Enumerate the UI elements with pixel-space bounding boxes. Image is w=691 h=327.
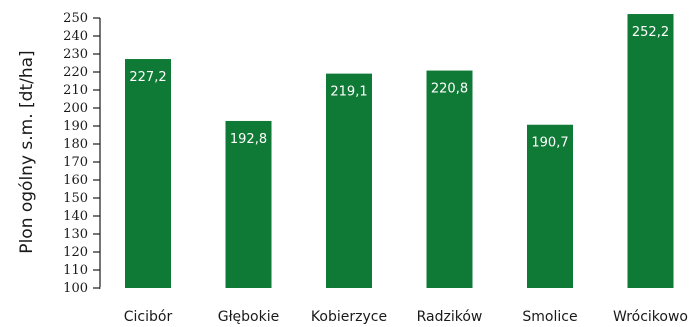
bars: 227,2 192,8 219,1 220,8 190,7 252,2 (125, 14, 674, 289)
y-tick-label: 130 (63, 227, 88, 242)
bar-value-label: 220,8 (431, 82, 468, 97)
y-tick-label: 240 (63, 29, 88, 44)
y-tick-label: 210 (63, 83, 88, 98)
bar (225, 120, 272, 289)
y-tick-label: 100 (63, 281, 88, 296)
y-tick-label: 110 (63, 263, 88, 278)
y-tick-label: 230 (63, 47, 88, 62)
y-axis-title: Plon ogólny s.m. [dt/ha] (17, 50, 37, 253)
x-axis-labels: Cicibór Głębokie Kobierzyce Radzików Smolice… (124, 309, 688, 325)
y-tick-label: 220 (63, 65, 88, 80)
y-tick-label: 140 (63, 209, 88, 224)
y-tick-label: 180 (63, 137, 88, 152)
y-tick-label: 190 (63, 119, 88, 134)
bar (527, 124, 573, 289)
bar-value-label: 227,2 (129, 70, 166, 85)
y-tick-label: 160 (63, 173, 88, 188)
x-category-label: Smolice (522, 309, 577, 325)
bar-value-label: 190,7 (531, 136, 568, 151)
y-tick-label: 120 (63, 245, 88, 260)
bar-value-label: 219,1 (330, 85, 367, 100)
x-category-label: Głębokie (218, 309, 280, 325)
bar (125, 59, 171, 288)
bar (426, 70, 473, 288)
bar-value-label: 252,2 (632, 25, 669, 40)
y-tick-label: 150 (63, 191, 88, 206)
y-tick-label: 250 (63, 11, 88, 26)
bar (326, 73, 372, 289)
y-axis: 100 110 120 130 140 150 160 170 180 190 200 210 220 2… (63, 11, 690, 296)
y-tick-label: 170 (63, 155, 88, 170)
bar (627, 14, 674, 288)
x-category-label: Cicibór (124, 309, 173, 325)
x-category-label: Kobierzyce (311, 309, 387, 325)
x-category-label: Radzików (417, 309, 483, 325)
x-category-label: Wrócikowo (613, 309, 688, 325)
y-tick-label: 200 (63, 101, 88, 116)
bar-value-label: 192,8 (230, 132, 267, 147)
